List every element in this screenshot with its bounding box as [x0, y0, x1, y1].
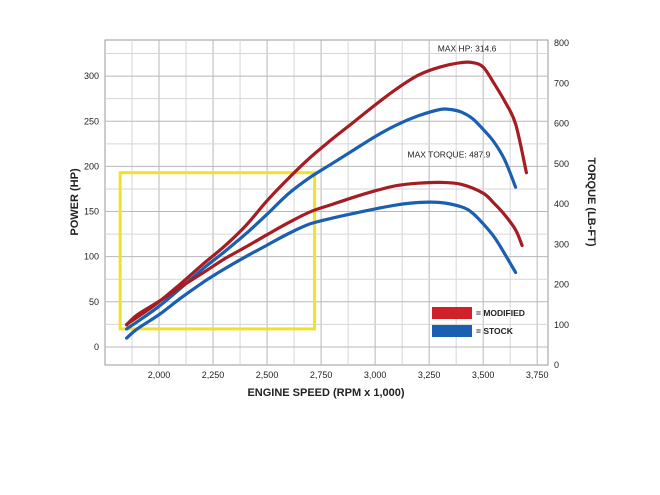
x-tick-label: 2,500	[256, 370, 279, 380]
plot-area	[104, 39, 549, 366]
highlight-box	[118, 171, 317, 331]
y2-tick-label: 100	[554, 320, 569, 330]
legend-swatch	[432, 325, 472, 337]
y2-tick-label: 600	[554, 119, 569, 129]
x-tick-label: 3,000	[364, 370, 387, 380]
y2-tick-label: 400	[554, 199, 569, 209]
x-axis-title: ENGINE SPEED (RPM x 1,000)	[247, 387, 404, 399]
highlight-box-layer	[118, 171, 317, 331]
x-tick-label: 2,000	[148, 370, 171, 380]
series-line-torque-modified	[125, 180, 524, 327]
x-tick-label: 2,750	[310, 370, 333, 380]
annotation-layer: MAX HP: 314.6 MAX TORQUE: 487.9	[408, 44, 497, 160]
y-tick-label: 0	[94, 342, 99, 352]
legend-swatch	[432, 307, 472, 319]
annotation-label: MAX TORQUE: 487.9	[408, 149, 491, 159]
legend-label: = STOCK	[476, 326, 514, 336]
series-line-power-stock	[125, 107, 518, 331]
y2-tick-label: 0	[554, 360, 559, 370]
x-tick-label: 3,500	[472, 370, 495, 380]
y-tick-label: 250	[84, 116, 99, 126]
y2-tick-label: 800	[554, 38, 569, 48]
tick-layer: 2,000 2,250 2,500 2,750 3,000 3,250 3,500 3,750…	[84, 38, 569, 380]
legend: = MODIFIED = STOCK	[432, 307, 525, 337]
y2-tick-label: 500	[554, 159, 569, 169]
y-tick-label: 100	[84, 252, 99, 262]
y-axis-title: POWER (HP)	[69, 168, 81, 236]
y-tick-label: 150	[84, 207, 99, 217]
x-tick-label: 3,250	[418, 370, 441, 380]
y2-tick-label: 300	[554, 239, 569, 249]
series-line-power-modified	[125, 60, 528, 326]
legend-label: = MODIFIED	[476, 308, 525, 318]
series-layer	[125, 60, 528, 340]
series-line-torque-stock	[125, 200, 518, 340]
y2-tick-label: 200	[554, 280, 569, 290]
x-tick-label: 2,250	[202, 370, 225, 380]
y-tick-label: 300	[84, 71, 99, 81]
x-tick-label: 3,750	[526, 370, 549, 380]
y-tick-label: 50	[89, 297, 99, 307]
y-tick-label: 200	[84, 161, 99, 171]
annotation-label: MAX HP: 314.6	[438, 44, 497, 54]
y2-axis-title: TORQUE (LB-FT)	[585, 157, 597, 246]
y2-tick-label: 700	[554, 78, 569, 88]
